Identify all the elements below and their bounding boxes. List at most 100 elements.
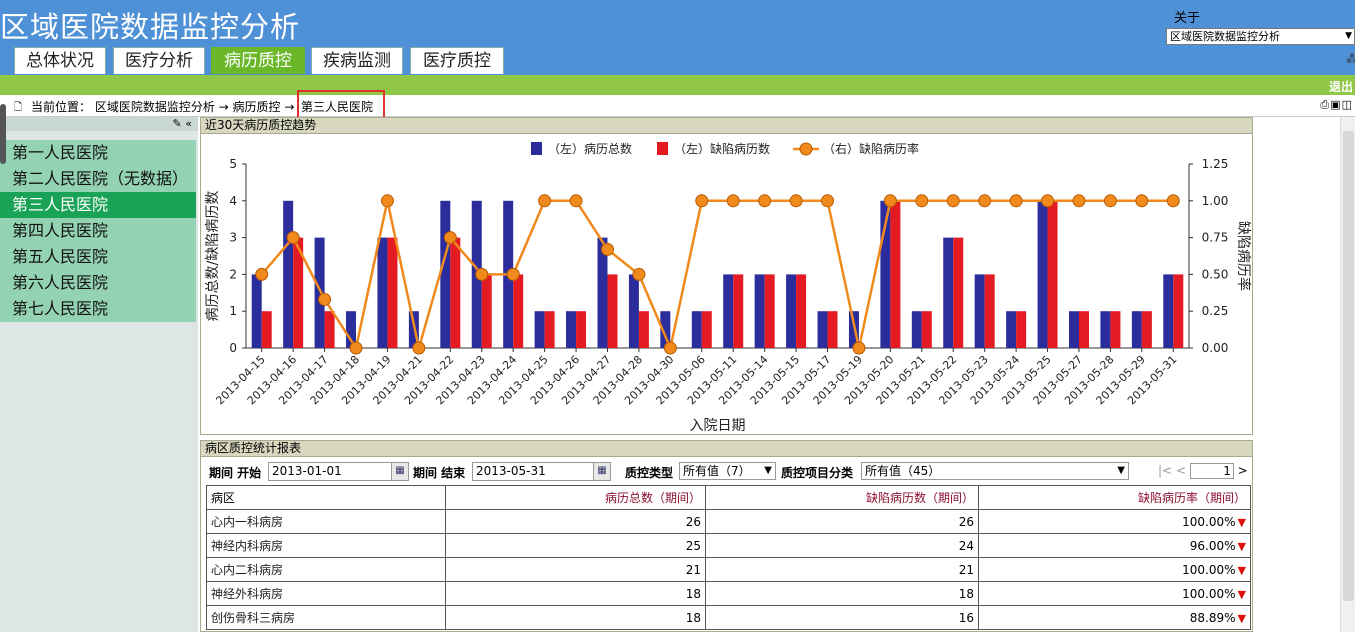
start-date-input[interactable]: 2013-01-01 ▦ — [268, 462, 409, 481]
prev-page-icon[interactable]: < — [1175, 463, 1186, 478]
column-header[interactable]: 病区 — [206, 485, 446, 510]
sidebar-item-hospital-3[interactable]: 第三人民医院 — [0, 192, 196, 218]
qc-type-select[interactable]: 所有值（7） ▼ — [679, 462, 776, 480]
filter-row: 期间 开始 2013-01-01 ▦ 期间 结束 2013-05-31 ▦ 质控类型… — [201, 459, 1253, 483]
page-scrollbar[interactable] — [1340, 117, 1355, 632]
bar-defect — [921, 311, 932, 348]
bar-total — [534, 311, 545, 348]
column-header[interactable]: 缺陷病历数（期间） — [705, 485, 979, 510]
bar-defect — [481, 274, 492, 348]
bar-defect — [953, 237, 964, 348]
y2-tick-label: 1.25 — [1202, 157, 1229, 171]
rate-value: 100.00% — [1182, 586, 1236, 601]
bar-defect — [638, 311, 649, 348]
bar-defect — [984, 274, 995, 348]
app-select[interactable]: 区域医院数据监控分析 ▼ — [1166, 28, 1355, 45]
table-row[interactable]: 神经内科病房 25 24 96.00% ▼ — [206, 533, 1251, 558]
last-page-icon[interactable]: >| — [1252, 464, 1253, 478]
end-date-label: 期间 结束 — [413, 466, 466, 480]
sidebar-item-hospital-7[interactable]: 第七人民医院 — [0, 296, 196, 322]
bar-total — [314, 237, 325, 348]
calendar-icon[interactable]: ▦ — [593, 463, 610, 480]
bar-total — [251, 274, 262, 348]
scrollbar-thumb[interactable] — [1343, 131, 1354, 601]
column-header[interactable]: 缺陷病历率（期间） — [978, 485, 1251, 510]
first-page-icon[interactable]: |< — [1158, 463, 1173, 478]
tab-medical-qc[interactable]: 医疗质控 — [410, 47, 504, 74]
rate-value: 100.00% — [1182, 514, 1236, 529]
end-date-value: 2013-05-31 — [476, 464, 546, 478]
y2-tick-label: 0.50 — [1202, 267, 1229, 281]
rate-point — [600, 242, 614, 256]
rate-point — [380, 194, 394, 208]
table-row[interactable]: 心内一科病房 26 26 100.00% ▼ — [206, 509, 1251, 534]
tab-overview[interactable]: 总体状况 — [14, 47, 106, 74]
calendar-icon[interactable]: ▦ — [391, 463, 408, 480]
settings-icon[interactable]: ⁂ — [1346, 52, 1355, 66]
pin-icon[interactable]: ✎ — [172, 117, 182, 130]
export-icon[interactable]: ▣ — [1330, 98, 1342, 111]
bar-total — [1037, 200, 1048, 348]
splitter-handle[interactable] — [0, 104, 6, 164]
next-page-icon[interactable]: > — [1237, 463, 1248, 478]
sidebar-item-label: 第七人民医院 — [12, 299, 109, 318]
bar-total — [597, 237, 608, 348]
bar-total — [1068, 311, 1079, 348]
fullscreen-icon[interactable]: ◫ — [1341, 98, 1353, 111]
chart-panel-title: 近30天病历质控趋势 — [201, 118, 1252, 134]
sidebar-item-hospital-1[interactable]: 第一人民医院 — [0, 140, 196, 166]
bar-total — [440, 200, 451, 348]
qc-type-value: 所有值（7） — [683, 464, 751, 478]
rate-point — [978, 194, 992, 208]
bar-total — [754, 274, 765, 348]
breadcrumb-bar: 🗋 当前位置： 区域医院数据监控分析 → 病历质控 → 第三人民医院 ⎙▣◫ — [0, 95, 1355, 117]
print-icon[interactable]: ⎙ — [1320, 98, 1331, 111]
rate-point — [412, 341, 426, 355]
table-row[interactable]: 神经外科病房 18 18 100.00% ▼ — [206, 581, 1251, 606]
down-arrow-icon: ▼ — [1237, 611, 1246, 625]
bar-defect — [796, 274, 807, 348]
tab-medical-analysis[interactable]: 医疗分析 — [113, 47, 205, 74]
tab-label: 总体状况 — [26, 51, 94, 71]
rate-point — [1135, 194, 1149, 208]
bar-total — [566, 311, 577, 348]
table-panel-title: 病区质控统计报表 — [201, 441, 1252, 457]
y-tick-label: 2 — [229, 267, 237, 281]
page-number-input[interactable]: 1 — [1189, 463, 1234, 479]
sidebar-item-hospital-6[interactable]: 第六人民医院 — [0, 270, 196, 296]
app-select-value: 区域医院数据监控分析 — [1170, 30, 1280, 43]
total-cell: 26 — [445, 509, 706, 534]
rate-point — [695, 194, 709, 208]
defect-cell: 21 — [705, 557, 979, 582]
sidebar-item-hospital-2[interactable]: 第二人民医院（无数据） — [0, 166, 196, 192]
sidebar-item-label: 第五人民医院 — [12, 247, 109, 266]
column-header[interactable]: 病历总数（期间） — [445, 485, 706, 510]
rate-point — [883, 194, 897, 208]
rate-point — [946, 194, 960, 208]
legend-swatch-total — [531, 142, 542, 155]
sidebar-item-label: 第四人民医院 — [12, 221, 109, 240]
end-date-input[interactable]: 2013-05-31 ▦ — [472, 462, 611, 481]
collapse-icon[interactable]: « — [185, 117, 192, 130]
about-link[interactable]: 关于 — [1174, 11, 1201, 26]
table-row[interactable]: 创伤骨科三病房 18 16 88.89% ▼ — [206, 605, 1251, 630]
tab-label: 医疗分析 — [125, 51, 193, 71]
qc-category-select[interactable]: 所有值（45） ▼ — [861, 462, 1129, 480]
rate-value: 88.89% — [1189, 610, 1236, 625]
total-cell: 18 — [445, 605, 706, 630]
bar-total — [283, 200, 294, 348]
ward-cell: 心内二科病房 — [206, 557, 446, 582]
bar-defect — [890, 200, 901, 348]
tab-record-qc[interactable]: 病历质控 — [211, 47, 305, 74]
sidebar-item-hospital-5[interactable]: 第五人民医院 — [0, 244, 196, 270]
bar-defect — [701, 311, 712, 348]
tab-label: 病历质控 — [224, 51, 292, 71]
tab-disease-monitor[interactable]: 疾病监测 — [311, 47, 403, 74]
logout-link[interactable]: 退出 — [1328, 80, 1353, 94]
sidebar-item-hospital-4[interactable]: 第四人民医院 — [0, 218, 196, 244]
sidebar-controls: ✎ « — [0, 117, 198, 131]
table-row[interactable]: 心内二科病房 21 21 100.00% ▼ — [206, 557, 1251, 582]
down-arrow-icon: ▼ — [1237, 563, 1246, 577]
ward-cell: 神经外科病房 — [206, 581, 446, 606]
ward-cell: 心内一科病房 — [206, 509, 446, 534]
